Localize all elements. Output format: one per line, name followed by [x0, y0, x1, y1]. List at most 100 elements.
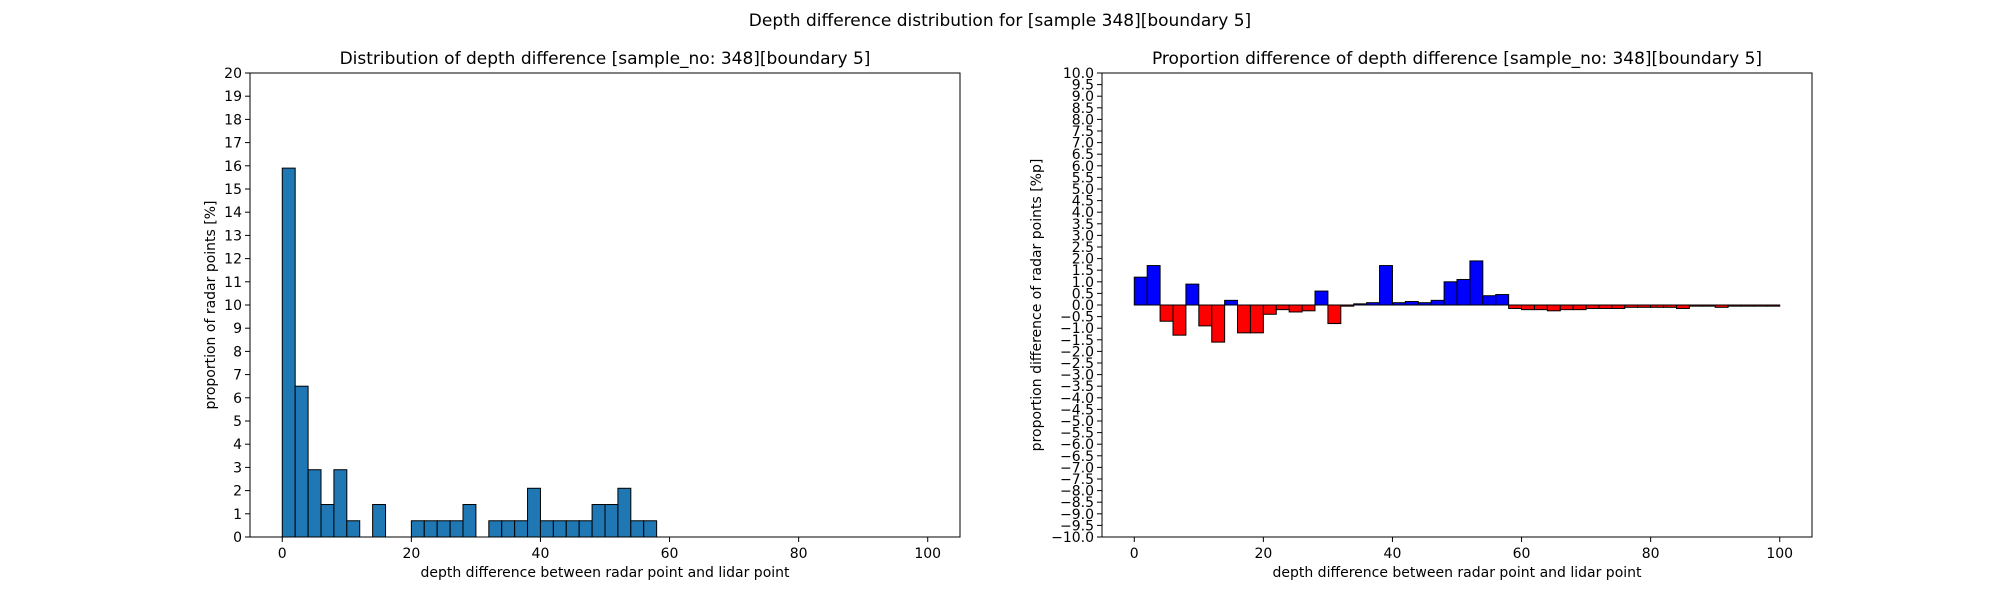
y-tick-label: 6 [233, 391, 242, 407]
y-tick-label: 7.0 [1072, 136, 1094, 152]
y-tick-label: −2.0 [1060, 344, 1094, 360]
bar [1675, 304, 1690, 309]
bar [436, 520, 451, 538]
bar [1353, 303, 1368, 306]
bar [501, 520, 516, 538]
y-tick-label: −10.0 [1051, 530, 1094, 546]
x-axis-label: depth difference between radar point and… [420, 565, 790, 581]
bar [1559, 304, 1574, 311]
bar [1456, 278, 1471, 306]
bar [1146, 265, 1161, 306]
bar [1198, 304, 1213, 327]
y-axis-label: proportion difference of radar points [%… [1029, 159, 1045, 452]
y-tick-label: −9.0 [1060, 507, 1094, 523]
y-tick-label: 13 [224, 228, 242, 244]
x-tick-label: 100 [1766, 546, 1793, 562]
y-tick-label: 9.0 [1072, 89, 1094, 105]
bar [1766, 304, 1781, 307]
y-tick-label: 16 [224, 159, 242, 175]
y-tick-label: 2 [233, 484, 242, 500]
y-tick-label: −3.5 [1060, 379, 1094, 395]
bar [1185, 283, 1200, 306]
x-tick-label: 20 [402, 546, 420, 562]
bar [1366, 302, 1381, 306]
bar [1288, 304, 1303, 313]
y-tick-label: 9.5 [1072, 78, 1094, 94]
chart-proportion-difference: Proportion difference of depth differenc… [1029, 49, 1813, 581]
bar [1211, 304, 1226, 343]
y-tick-label: −7.0 [1060, 460, 1094, 476]
y-tick-label: 1.0 [1072, 275, 1094, 291]
chart-distribution: Distribution of depth difference [sample… [203, 49, 961, 581]
y-tick-label: −9.5 [1060, 518, 1094, 534]
bar [1508, 304, 1523, 309]
x-tick-label: 80 [1642, 546, 1660, 562]
bar [1404, 301, 1419, 306]
bar [1495, 294, 1510, 306]
bar [1133, 276, 1148, 306]
bar [372, 504, 387, 538]
bar [1172, 304, 1187, 336]
y-tick-label: 12 [224, 252, 242, 268]
bar [1275, 304, 1290, 311]
y-tick-label: 19 [224, 89, 242, 105]
y-tick-label: 20 [224, 66, 242, 82]
bar [1301, 304, 1316, 312]
bar [1598, 304, 1613, 309]
y-tick-label: 1 [233, 507, 242, 523]
bar [307, 469, 322, 538]
y-tick-label: −8.0 [1060, 484, 1094, 500]
bar [449, 520, 464, 538]
y-tick-label: 2.0 [1072, 252, 1094, 268]
y-tick-label: −4.5 [1060, 402, 1094, 418]
bar [1585, 304, 1600, 309]
bar [1391, 302, 1406, 306]
bar [1533, 304, 1548, 311]
x-tick-label: 60 [1513, 546, 1531, 562]
bar [1714, 304, 1729, 308]
y-tick-label: 11 [224, 275, 242, 291]
x-tick-label: 60 [661, 546, 679, 562]
bar [333, 469, 348, 538]
bar [1159, 304, 1174, 322]
bar [604, 504, 619, 538]
y-tick-label: 8.5 [1072, 101, 1094, 117]
x-tick-label: 40 [532, 546, 550, 562]
figure-suptitle: Depth difference distribution for [sampl… [749, 11, 1251, 31]
bar [1327, 304, 1342, 325]
bar [1701, 304, 1716, 307]
y-tick-label: −7.5 [1060, 472, 1094, 488]
y-tick-label: 4 [233, 437, 242, 453]
bar [578, 520, 593, 538]
bar [565, 520, 580, 538]
x-tick-label: 0 [278, 546, 287, 562]
x-tick-label: 100 [914, 546, 941, 562]
y-tick-label: 8.0 [1072, 112, 1094, 128]
y-tick-label: −4.0 [1060, 391, 1094, 407]
bars-layer [281, 167, 658, 538]
bar [1340, 304, 1355, 307]
y-tick-label: 8 [233, 344, 242, 360]
bar [1611, 304, 1626, 309]
x-ticks: 0 20 40 60 80 100 [1130, 537, 1793, 562]
plot-frame [1101, 72, 1813, 538]
x-ticks: 0 20 40 60 80 100 [278, 537, 941, 562]
y-tick-label: −1.5 [1060, 333, 1094, 349]
bar [1249, 304, 1264, 334]
bar [320, 504, 335, 538]
x-axis-label: depth difference between radar point and… [1272, 565, 1642, 581]
chart-title: Distribution of depth difference [sample… [340, 49, 871, 69]
bar [1688, 304, 1703, 307]
y-tick-label: 3.0 [1072, 228, 1094, 244]
bar [1753, 304, 1768, 307]
bar [423, 520, 438, 538]
bar [1379, 265, 1393, 306]
y-tick-label: 2.5 [1072, 240, 1094, 256]
bar [1237, 304, 1251, 334]
y-tick-label: 6.5 [1072, 147, 1094, 163]
y-tick-label: 0.0 [1072, 298, 1094, 314]
y-tick-label: −8.5 [1060, 495, 1094, 511]
bar [1572, 304, 1587, 311]
bar [1430, 299, 1445, 306]
